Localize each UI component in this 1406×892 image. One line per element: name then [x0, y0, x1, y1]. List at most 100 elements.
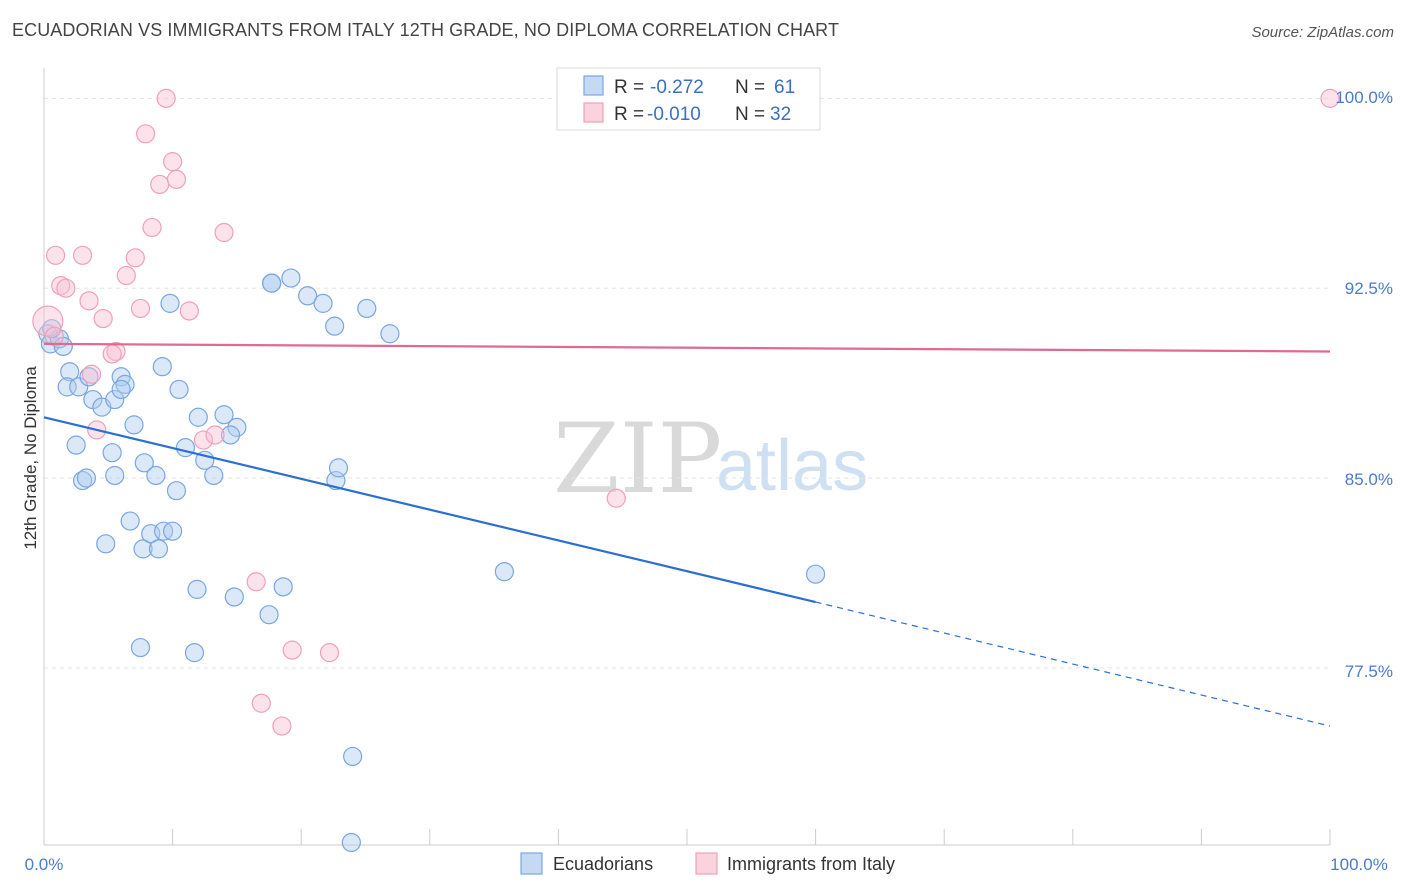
italy-point-11: [125, 248, 145, 268]
ecuadorians-point-37: [148, 539, 169, 559]
italy-point-17: [163, 152, 183, 172]
ecuadorians-point-23: [102, 443, 122, 463]
ecuadorians-trend-extension: [815, 601, 1331, 727]
ecuadorians-point-59: [805, 564, 826, 584]
ecuadorians-point-22: [66, 435, 86, 455]
ecuadorians-point-17: [160, 293, 180, 313]
italy-point-24: [246, 572, 266, 592]
ecuadorians-point-41: [224, 587, 244, 607]
italy-point-10: [116, 265, 136, 286]
ecuadorians-point-35: [133, 539, 153, 559]
ecuadorians-point-28: [146, 465, 166, 486]
italy-point-13: [135, 124, 156, 144]
legend-n-label-2: N =: [735, 104, 765, 125]
legend-r-label-2: R =: [614, 104, 644, 125]
ecuadorians-point-29: [166, 481, 187, 501]
x-tick-label-min: 0.0%: [25, 855, 64, 874]
ecuadorians-trend-line: [43, 416, 816, 604]
watermark-atlas: atlas: [716, 426, 868, 506]
gridlines: [44, 97, 1330, 669]
ecuadorians-point-51: [325, 316, 345, 336]
ecuadorians-point-26: [105, 465, 125, 486]
ecuadorians-point-6: [69, 377, 89, 397]
legend-swatch-ecuadorians: [583, 75, 604, 96]
ecuadorians-point-39: [163, 521, 183, 541]
italy-point-18: [166, 169, 187, 189]
ecuadorians-point-49: [298, 286, 318, 306]
bottom-legend-swatch-ecuadorians: [520, 852, 543, 875]
ecuadorians-points: [38, 268, 826, 853]
ecuadorians-point-33: [96, 534, 116, 554]
italy-point-27: [282, 640, 302, 660]
bottom-legend-label-ecuadorians: Ecuadorians: [553, 854, 653, 874]
trend-lines: [43, 342, 1331, 727]
italy-point-3: [51, 276, 71, 296]
italy-trend-line: [43, 342, 1331, 353]
bottom-legend-swatch-italy: [695, 852, 718, 875]
legend-swatch-italy: [583, 102, 604, 123]
italy-point-12: [130, 298, 151, 319]
ecuadorians-point-5: [57, 377, 77, 397]
ecuadorians-point-47: [262, 273, 282, 293]
italy-point-28: [319, 643, 340, 663]
ecuadorians-point-20: [227, 417, 247, 437]
y-tick-label-85: 85.0%: [1345, 470, 1393, 489]
italy-point-16: [156, 88, 176, 108]
ecuadorians-point-56: [343, 746, 363, 767]
legend-n-value-2: 32: [770, 104, 791, 125]
y-tick-label-77-5: 77.5%: [1345, 662, 1393, 681]
ecuadorians-point-21: [220, 425, 241, 445]
ecuadorians-point-58: [494, 562, 514, 582]
italy-point-15: [150, 174, 170, 195]
ecuadorians-point-13: [111, 379, 131, 400]
ecuadorians-point-34: [120, 511, 140, 531]
ecuadorians-point-40: [187, 579, 207, 599]
legend-r-label-1: R =: [614, 77, 644, 98]
y-tick-label-92-5: 92.5%: [1345, 279, 1393, 298]
ecuadorians-point-48: [281, 268, 301, 288]
ecuadorians-point-45: [184, 643, 205, 663]
ecuadorians-point-44: [130, 637, 151, 658]
italy-point-4: [56, 278, 76, 298]
y-tick-label-100: 100.0%: [1335, 88, 1393, 107]
ecuadorians-point-42: [259, 605, 279, 625]
y-axis-label: 12th Grade, No Diploma: [21, 366, 40, 550]
ecuadorians-point-19: [214, 405, 234, 425]
x-tick-label-max: 100.0%: [1330, 855, 1388, 874]
italy-point-19: [179, 301, 199, 321]
italy-point-6: [79, 291, 99, 311]
italy-point-7: [81, 364, 102, 384]
ecuadorians-point-7: [79, 367, 99, 387]
ecuadorians-point-50: [313, 293, 333, 313]
ecuadorians-point-55: [328, 458, 349, 478]
italy-point-21: [193, 430, 214, 450]
italy-point-30: [1320, 88, 1340, 108]
italy-point-2: [45, 245, 66, 265]
ecuadorians-point-52: [357, 298, 377, 319]
ecuadorians-point-14: [124, 415, 144, 435]
legend-n-value-1: 61: [774, 77, 795, 98]
ecuadorians-point-4: [60, 362, 80, 382]
legend-r-value-2: -0.010: [647, 104, 701, 125]
italy-point-31: [102, 344, 122, 364]
watermark-zip: ZIP: [553, 403, 722, 515]
ecuadorians-point-53: [380, 324, 400, 344]
legend-n-label-1: N =: [735, 77, 765, 98]
ecuadorians-point-12: [105, 389, 125, 410]
ecuadorians-point-32: [204, 465, 224, 486]
chart-title: ECUADORIAN VS IMMIGRANTS FROM ITALY 12TH…: [12, 20, 840, 40]
italy-point-26: [272, 716, 292, 736]
italy-point-22: [205, 425, 225, 445]
italy-point-29: [606, 488, 626, 508]
ecuadorians-point-27: [134, 453, 154, 473]
ecuadorians-point-15: [152, 357, 172, 377]
italy-point-14: [142, 217, 162, 238]
ecuadorians-point-16: [169, 379, 189, 400]
italy-point-0: [32, 305, 64, 337]
legend-r-value-1: -0.272: [650, 77, 704, 98]
ecuadorians-point-18: [188, 407, 208, 427]
ecuadorians-point-30: [175, 438, 196, 458]
ecuadorians-point-43: [273, 577, 293, 597]
bottom-legend-label-italy: Immigrants from Italy: [727, 854, 895, 874]
